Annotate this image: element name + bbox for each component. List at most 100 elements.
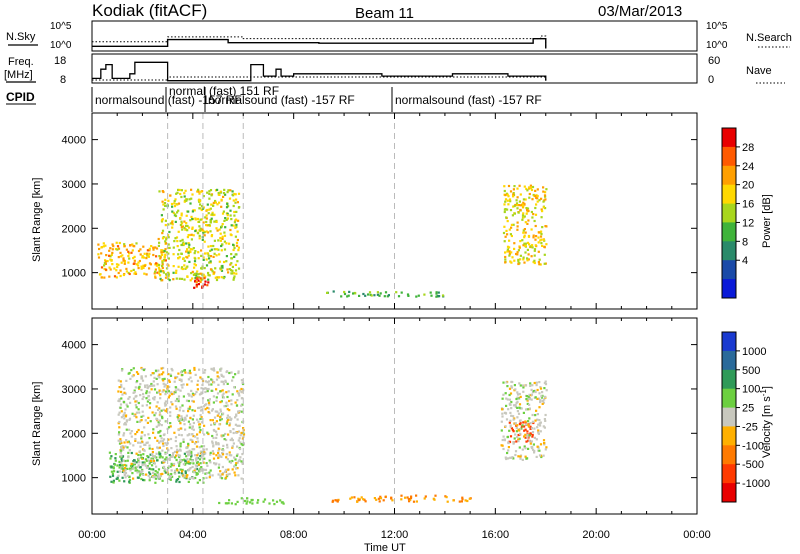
velocity-cell [382,499,385,502]
velocity-cell [215,420,218,423]
velocity-cell [240,460,243,463]
power-cell [199,277,202,280]
velocity-cell [139,472,142,475]
power-cell [523,236,526,239]
velocity-cell [235,467,238,470]
velocity-cell [115,477,118,480]
power-cell [167,236,170,239]
velocity-cell [200,468,203,471]
velocity-cell [208,400,211,403]
power-cell [172,211,175,214]
velocity-cell [125,467,129,470]
velocity-cell [222,412,225,415]
power-cell [213,239,216,242]
velocity-cell [409,498,412,501]
velocity-cell [217,412,220,415]
velocity-cell [199,467,202,470]
velocity-cell [537,429,540,432]
velocity-cell [206,431,209,434]
velocity-cell [221,453,225,456]
power-cell [353,291,356,295]
velocity-cell [198,423,202,426]
power-cell [198,234,201,237]
power-cell [508,198,512,201]
velocity-cell [512,418,515,421]
power-cell [224,193,227,196]
velocity-cell [185,476,188,479]
velocity-cell [180,472,183,475]
power-colorbar-tick-label: 16 [742,199,754,211]
velocity-cell [243,499,246,503]
velocity-cell [517,438,520,441]
velocity-cell [140,375,143,378]
velocity-cell [219,419,222,422]
power-cell [185,214,188,217]
velocity-cell [202,448,206,451]
velocity-cell [237,430,240,433]
power-cell [220,205,223,208]
power-cell [164,204,167,207]
velocity-cell [130,430,133,433]
power-cell [236,201,239,204]
velocity-cell [146,459,149,462]
power-cell [415,295,418,298]
power-cell [521,214,525,217]
velocity-cell [164,452,167,455]
velocity-cell [147,459,150,462]
velocity-cell [518,423,521,426]
velocity-cell [129,442,132,445]
power-cell [142,245,145,248]
velocity-cell [154,474,157,477]
date-title: 03/Mar/2013 [598,3,682,20]
velocity-cell [246,500,249,503]
velocity-cell [512,441,515,444]
velocity-cell [142,473,145,476]
velocity-cell [191,448,194,451]
power-cell [237,246,240,249]
velocity-cell [148,462,151,465]
velocity-cell [508,440,511,443]
power-cell [209,249,212,252]
velocity-cell [526,434,529,437]
velocity-cell [516,396,519,399]
power-cell [196,217,200,221]
velocity-cell [113,463,116,466]
velocity-cell [238,410,241,413]
power-cell [185,198,188,201]
velocity-cell [526,399,529,402]
velocity-cell [170,447,173,450]
freq-tick-high: 18 [54,55,66,67]
velocity-cell [516,393,520,396]
power-cell [536,188,539,191]
power-cell [204,275,207,278]
velocity-cell [112,481,115,484]
power-cell [233,214,236,217]
power-cell [185,242,188,245]
velocity-cell [186,458,189,461]
velocity-cell [350,496,353,499]
velocity-cell [515,430,518,433]
power-cell [508,250,511,253]
velocity-cell [130,369,133,372]
power-cell [215,248,218,251]
power-cell [201,285,204,288]
velocity-cell [512,442,515,445]
velocity-cell [162,366,165,370]
power-cell [530,210,533,214]
power-cell [161,260,164,263]
velocity-cell [142,478,145,482]
velocity-cell [139,453,142,456]
velocity-cell [158,407,161,410]
velocity-colorbar-swatch [722,350,736,371]
power-cell [152,246,155,249]
power-cell [171,223,174,226]
velocity-cell [227,418,230,421]
velocity-cell [126,459,129,462]
velocity-cell [120,466,124,469]
velocity-cell [127,456,130,459]
velocity-cell [208,459,211,462]
velocity-cell [545,446,548,449]
velocity-cell [237,371,240,375]
velocity-cell [216,375,219,378]
velocity-cell [212,457,216,460]
